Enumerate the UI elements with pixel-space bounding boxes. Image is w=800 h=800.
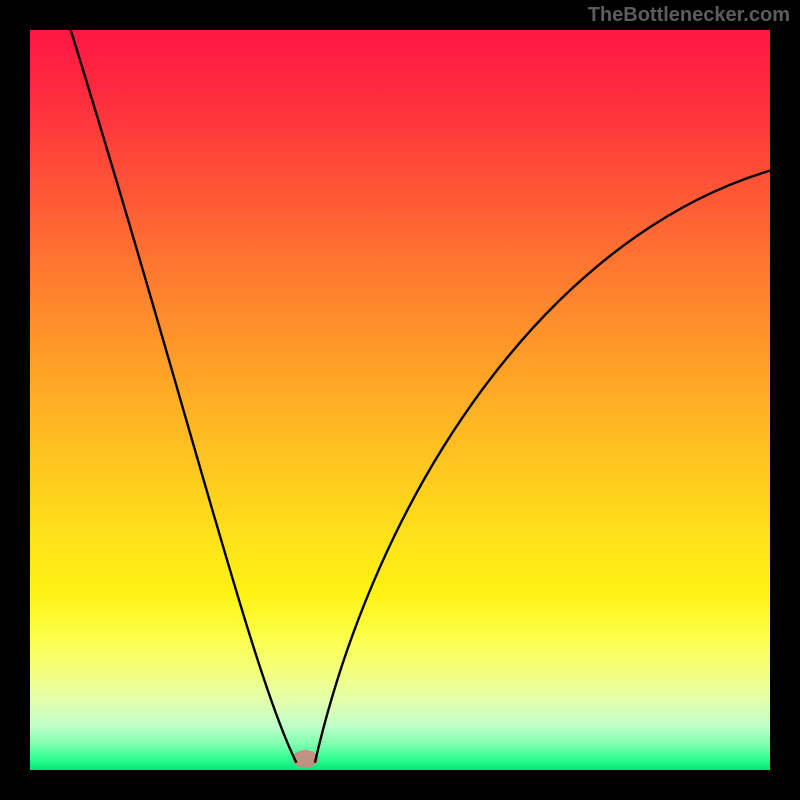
chart-gradient-background: [30, 30, 770, 770]
bottleneck-chart: [0, 0, 800, 800]
minimum-marker: [292, 750, 318, 768]
chart-container: TheBottlenecker.com: [0, 0, 800, 800]
watermark-text: TheBottlenecker.com: [588, 4, 790, 27]
